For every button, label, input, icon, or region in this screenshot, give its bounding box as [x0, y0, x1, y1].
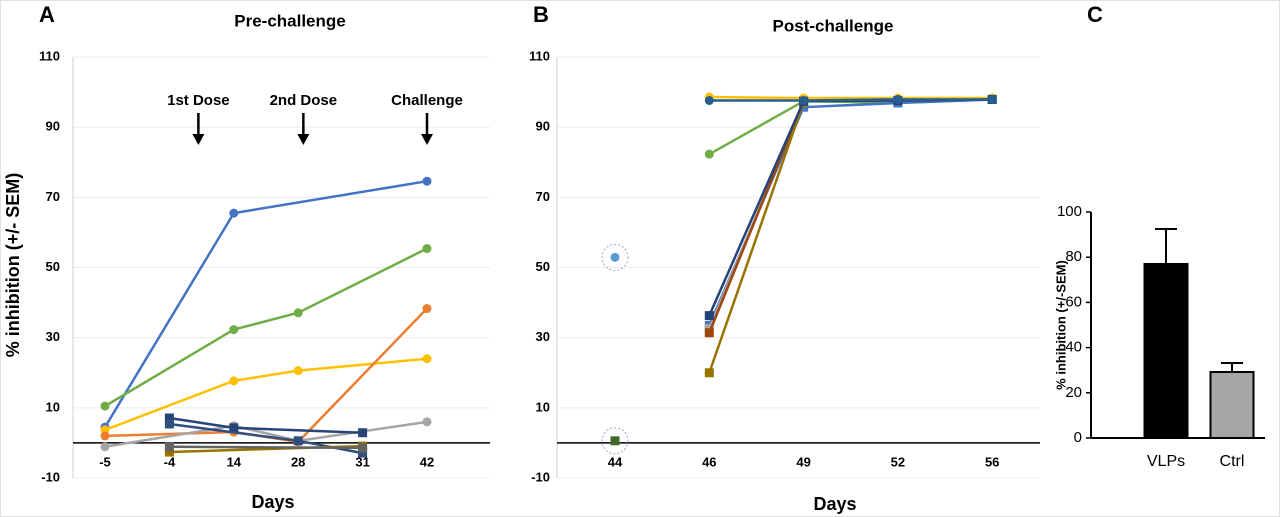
marker: [422, 244, 432, 254]
bar: [1209, 371, 1255, 439]
x-tick-label: 14: [227, 454, 242, 469]
y-tick-label: 50: [536, 259, 550, 274]
annotation: 2nd Dose: [270, 92, 338, 109]
marker: [229, 208, 239, 218]
y-tick-label: -10: [531, 469, 550, 484]
y-tick-label: 50: [46, 259, 60, 274]
y-tick-label: 90: [46, 119, 60, 134]
marker: [229, 376, 239, 386]
y-axis-label: % inhibition (+/- SEM): [3, 173, 23, 357]
marker: [799, 96, 809, 106]
y-tick-label: 20: [1065, 384, 1082, 401]
marker: [100, 442, 110, 452]
y-tick-label: 10: [536, 399, 550, 414]
y-tick-label: 40: [1065, 339, 1082, 356]
y-tick-label: 110: [529, 48, 550, 63]
marker: [293, 308, 303, 318]
marker: [164, 442, 174, 452]
marker: [799, 102, 809, 112]
marker: [358, 443, 368, 453]
x-tick-label: 52: [891, 454, 905, 469]
x-tick-label: 49: [796, 454, 810, 469]
marker: [358, 428, 368, 438]
chart-title: Post-challenge: [773, 16, 894, 35]
bar: [1143, 262, 1189, 440]
arrow-head: [421, 134, 433, 145]
arrow-head: [297, 134, 310, 145]
series-line: [169, 445, 363, 450]
y-tick-label: 110: [39, 48, 60, 63]
x-tick-label: 28: [291, 454, 305, 469]
marker: [100, 401, 110, 411]
series-line: [104, 357, 428, 432]
marker: [164, 447, 174, 457]
x-axis-label: Days: [813, 494, 856, 514]
y-tick-label: 60: [1065, 293, 1082, 310]
marker: [893, 94, 903, 104]
marker: [704, 149, 714, 159]
marker: [422, 417, 432, 427]
x-tick-label: 42: [420, 454, 434, 469]
marker: [422, 354, 432, 364]
y-tick-label: 80: [1065, 248, 1082, 265]
x-tick-label: 44: [608, 454, 623, 469]
y-tick-label: 70: [46, 189, 60, 204]
y-tick-label: 100: [1057, 203, 1082, 220]
panel-label: C: [1087, 2, 1103, 27]
annotation: Challenge: [391, 92, 463, 109]
x-tick-label: 56: [985, 454, 999, 469]
y-axis-label: % inhibition (+/-SEM): [1053, 260, 1068, 390]
marker: [704, 328, 714, 338]
x-tick-label: 31: [355, 454, 369, 469]
marker: [422, 304, 432, 314]
arrow-head: [192, 134, 205, 145]
marker: [164, 419, 174, 429]
y-tick-label: 30: [536, 329, 550, 344]
series-line: [709, 95, 993, 100]
highlight-ring: [601, 427, 629, 455]
marker: [422, 176, 432, 186]
panel-label: B: [533, 2, 549, 27]
series-line: [104, 247, 428, 408]
marker: [100, 431, 110, 441]
x-tick-label: 46: [702, 454, 716, 469]
series-line: [709, 98, 993, 102]
marker: [704, 96, 714, 106]
marker: [229, 423, 239, 433]
y-tick-label: 10: [46, 399, 60, 414]
chart-title: Pre-challenge: [234, 11, 346, 30]
y-tick-label: 30: [46, 329, 60, 344]
y-tick-label: 90: [536, 119, 550, 134]
y-tick-label: 0: [1074, 429, 1082, 446]
x-axis-label: Days: [251, 492, 294, 512]
panel-label: A: [39, 2, 55, 27]
marker: [987, 94, 997, 104]
highlight-ring: [601, 243, 629, 271]
marker: [358, 448, 368, 458]
marker: [293, 436, 303, 446]
y-tick-label: 70: [536, 189, 550, 204]
x-tick-label: -5: [99, 454, 111, 469]
x-tick-label: Ctrl: [1220, 453, 1245, 470]
y-tick-label: -10: [41, 469, 60, 484]
marker: [610, 252, 620, 262]
x-tick-label: -4: [164, 454, 176, 469]
marker: [229, 325, 239, 335]
annotation: 1st Dose: [167, 92, 230, 109]
marker: [293, 366, 303, 376]
x-tick-label: VLPs: [1147, 453, 1185, 470]
marker: [704, 311, 714, 321]
marker: [610, 436, 620, 446]
marker: [164, 413, 174, 423]
marker: [704, 368, 714, 378]
series-line: [708, 101, 805, 374]
